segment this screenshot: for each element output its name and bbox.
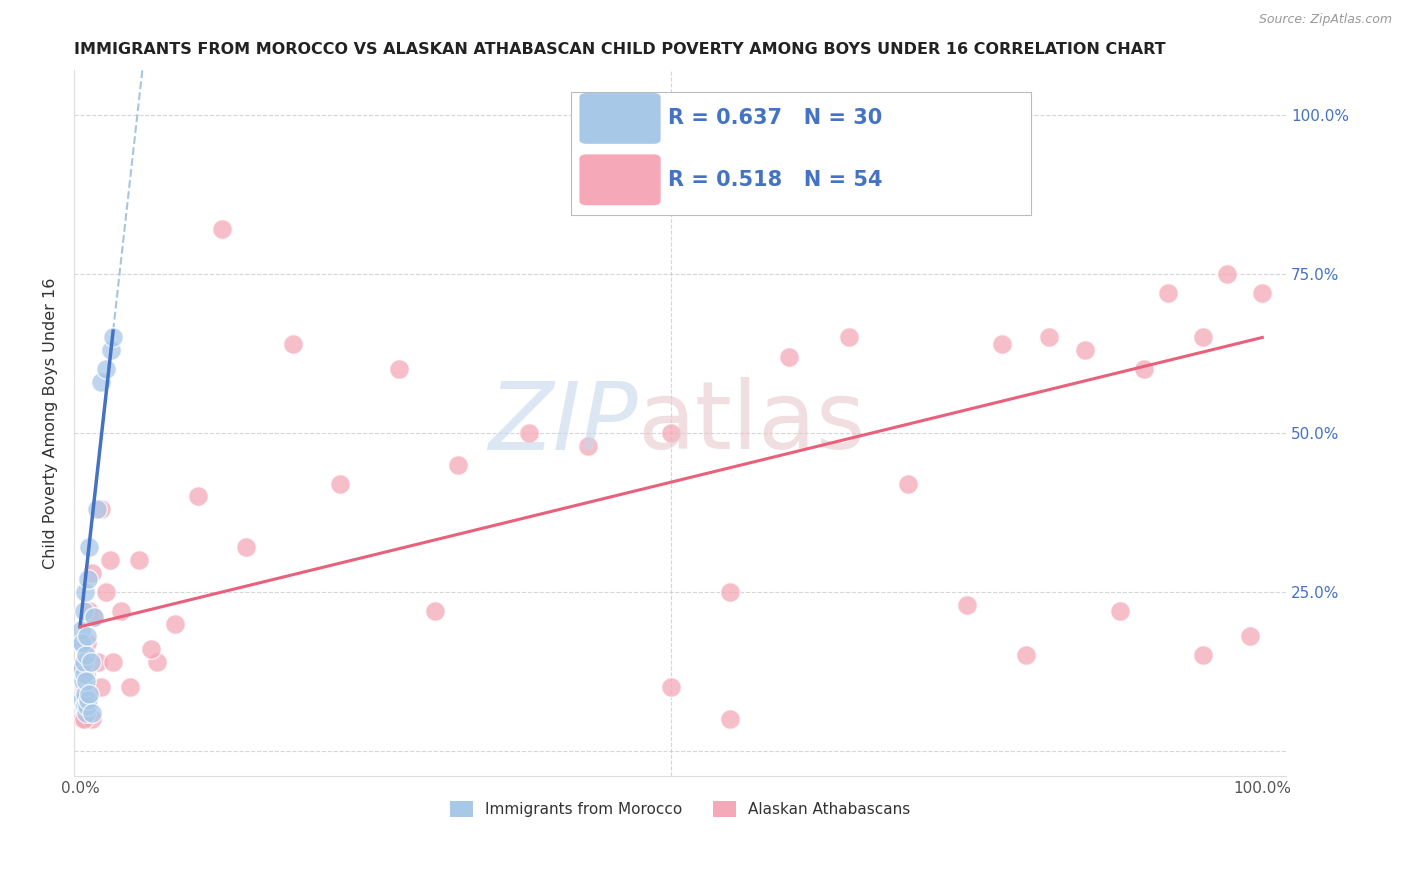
Point (73, 693, 96, 707)
Point (576, 438, 599, 452)
Point (718, 712, 741, 726)
Point (83, 610, 105, 624)
Point (659, 425, 682, 440)
Point (659, 680, 682, 694)
Point (1192, 648, 1215, 663)
Point (76, 629, 98, 643)
Text: ZIP: ZIP (488, 378, 637, 469)
Point (70, 661, 93, 675)
Point (517, 425, 540, 440)
Text: IMMIGRANTS FROM MOROCCO VS ALASKAN ATHABASCAN CHILD POVERTY AMONG BOYS UNDER 16 : IMMIGRANTS FROM MOROCCO VS ALASKAN ATHAB… (75, 42, 1166, 57)
Point (146, 655, 169, 669)
Point (72, 712, 94, 726)
Point (75, 673, 97, 688)
Point (73, 655, 96, 669)
Point (73, 686, 96, 700)
Point (211, 222, 233, 236)
Point (76, 693, 98, 707)
Point (163, 616, 186, 631)
Point (72, 680, 94, 694)
Point (1109, 604, 1132, 618)
Text: R = 0.637   N = 30: R = 0.637 N = 30 (668, 109, 882, 128)
Text: atlas: atlas (637, 377, 866, 469)
Point (70, 661, 93, 675)
Point (1015, 648, 1038, 663)
Point (76, 635, 98, 649)
Y-axis label: Child Poverty Among Boys Under 16: Child Poverty Among Boys Under 16 (44, 277, 58, 569)
Text: Source: ZipAtlas.com: Source: ZipAtlas.com (1258, 13, 1392, 27)
Point (101, 330, 124, 344)
Point (1239, 629, 1261, 643)
FancyBboxPatch shape (579, 154, 661, 205)
Point (281, 336, 304, 351)
Point (76, 699, 98, 714)
Point (77, 693, 100, 707)
FancyBboxPatch shape (579, 93, 661, 144)
Point (72, 604, 94, 618)
Point (75, 667, 97, 681)
Point (718, 584, 741, 599)
Point (90, 502, 112, 516)
Point (80, 712, 103, 726)
Point (86, 502, 108, 516)
Point (139, 642, 162, 657)
Point (897, 476, 920, 491)
Point (1074, 343, 1097, 358)
Point (837, 330, 859, 344)
Point (1133, 362, 1156, 376)
Point (72, 699, 94, 714)
Point (118, 680, 141, 694)
Point (73, 699, 96, 714)
Point (1251, 285, 1274, 300)
Point (388, 362, 411, 376)
Text: R = 0.518   N = 54: R = 0.518 N = 54 (668, 169, 883, 190)
Point (447, 458, 470, 472)
Point (80, 706, 103, 720)
Point (1038, 330, 1060, 344)
Legend: Immigrants from Morocco, Alaskan Athabascans: Immigrants from Morocco, Alaskan Athabas… (443, 794, 918, 825)
Point (72, 673, 94, 688)
Point (1192, 330, 1215, 344)
Point (75, 648, 97, 663)
Point (956, 598, 979, 612)
Point (79, 604, 101, 618)
Point (110, 604, 132, 618)
Point (90, 680, 112, 694)
Point (72, 693, 94, 707)
Point (94, 584, 117, 599)
Point (128, 553, 150, 567)
Point (101, 655, 124, 669)
Point (187, 490, 209, 504)
Point (79, 655, 101, 669)
Point (1157, 285, 1180, 300)
Point (83, 610, 105, 624)
Point (79, 686, 101, 700)
Point (72, 667, 94, 681)
Point (72, 635, 94, 649)
Point (329, 476, 352, 491)
Point (69, 635, 91, 649)
Point (80, 566, 103, 580)
Point (70, 623, 93, 637)
Point (73, 584, 96, 599)
Point (90, 375, 112, 389)
Point (72, 712, 94, 726)
FancyBboxPatch shape (571, 92, 1032, 215)
Point (98, 553, 121, 567)
Point (991, 336, 1014, 351)
Point (75, 706, 97, 720)
Point (79, 541, 101, 555)
Point (778, 350, 800, 364)
Point (235, 541, 257, 555)
Point (87, 655, 110, 669)
Point (94, 362, 117, 376)
Point (100, 343, 122, 358)
Point (423, 604, 446, 618)
Point (1216, 267, 1239, 281)
Point (77, 572, 100, 586)
